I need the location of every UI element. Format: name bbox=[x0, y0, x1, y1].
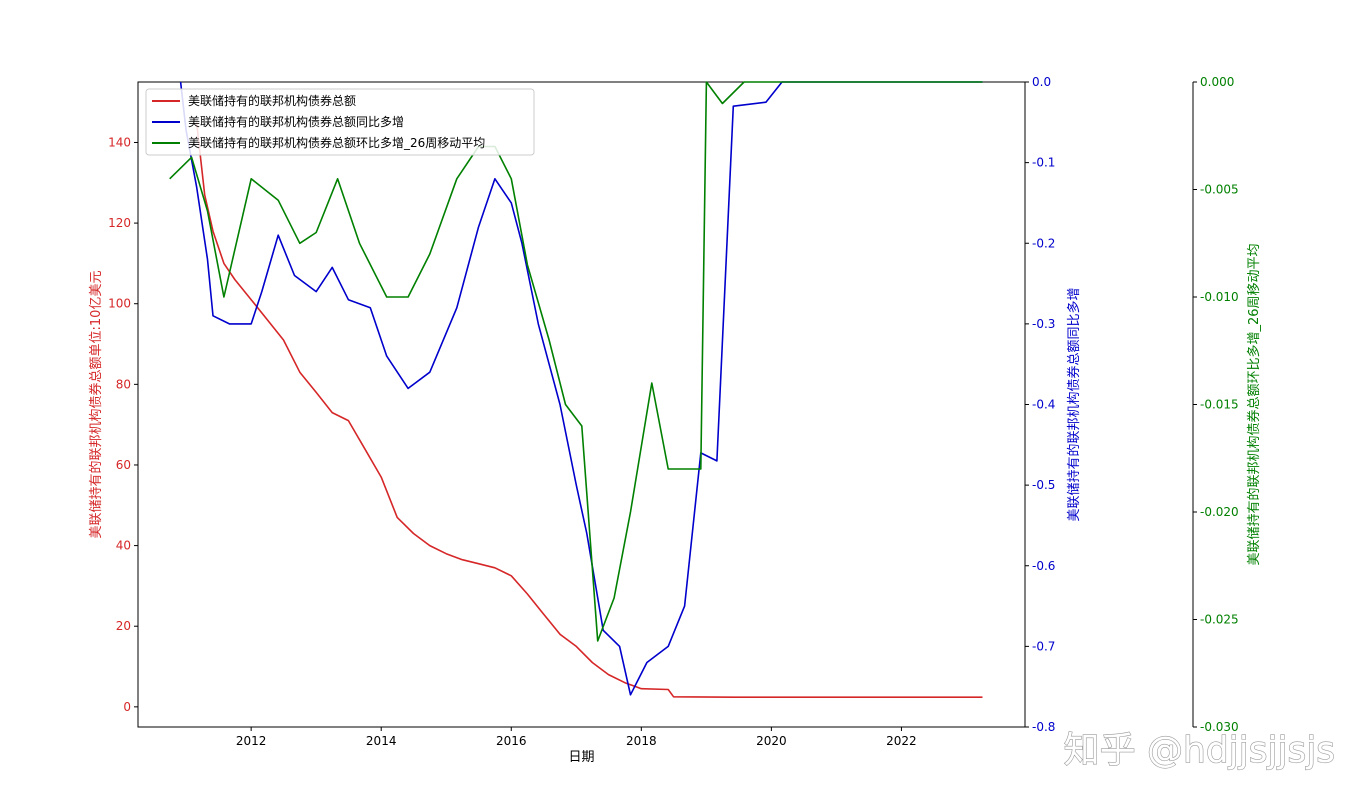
y-tick-label-right1: -0.7 bbox=[1032, 639, 1055, 653]
x-tick-label: 2014 bbox=[366, 734, 397, 748]
y-tick-label-right1: -0.6 bbox=[1032, 559, 1055, 573]
x-axis-label: 日期 bbox=[568, 750, 594, 765]
y-tick-label-left: 40 bbox=[116, 539, 131, 553]
series-line-3 bbox=[169, 81, 983, 642]
legend-label-1: 美联储持有的联邦机构债券总额 bbox=[188, 93, 356, 108]
x-tick-label: 2018 bbox=[626, 734, 657, 748]
y-axis-label-right2: 美联储持有的联邦机构债券总额环比多增_26周移动平均 bbox=[1246, 243, 1262, 565]
x-tick-label: 2016 bbox=[496, 734, 527, 748]
plot-frame bbox=[137, 81, 1026, 728]
x-tick-label: 2020 bbox=[756, 734, 787, 748]
y-tick-label-left: 20 bbox=[116, 619, 131, 633]
legend-label-2: 美联储持有的联邦机构债券总额同比多增 bbox=[188, 114, 404, 129]
y-tick-label-right2: -0.005 bbox=[1200, 183, 1239, 197]
series-line-2 bbox=[179, 81, 983, 696]
watermark: 知乎 @hdjjsjjsjs bbox=[1064, 730, 1335, 771]
y-tick-label-right1: -0.8 bbox=[1032, 720, 1055, 734]
y-tick-label-left: 60 bbox=[116, 458, 131, 472]
y-axis-label-left: 美联储持有的联邦机构债券总额单位:10亿美元 bbox=[88, 271, 104, 539]
y-tick-label-left: 80 bbox=[116, 377, 131, 391]
legend-label-3: 美联储持有的联邦机构债券总额环比多增_26周移动平均 bbox=[188, 135, 485, 150]
y-tick-label-right2: -0.025 bbox=[1200, 613, 1239, 627]
x-tick-label: 2012 bbox=[236, 734, 267, 748]
y-tick-label-right1: -0.2 bbox=[1032, 236, 1055, 250]
legend-box bbox=[145, 88, 535, 156]
y-tick-label-right2: -0.010 bbox=[1200, 290, 1239, 304]
y-tick-label-left: 0 bbox=[123, 700, 131, 714]
y-tick-label-left: 100 bbox=[108, 297, 131, 311]
y-tick-label-right2: -0.020 bbox=[1200, 505, 1239, 519]
y-tick-label-right1: -0.1 bbox=[1032, 156, 1055, 170]
y-tick-label-right1: -0.3 bbox=[1032, 317, 1055, 331]
y-tick-label-right2: 0.000 bbox=[1200, 75, 1234, 89]
y-tick-label-right1: 0.0 bbox=[1032, 75, 1051, 89]
y-tick-label-right2: -0.015 bbox=[1200, 398, 1239, 412]
y-tick-label-left: 140 bbox=[108, 135, 131, 149]
x-tick-label: 2022 bbox=[886, 734, 917, 748]
y-axis-label-right1: 美联储持有的联邦机构债券总额同比多增 bbox=[1066, 287, 1082, 521]
y-tick-label-left: 120 bbox=[108, 216, 131, 230]
y-tick-label-right1: -0.4 bbox=[1032, 398, 1055, 412]
series-line-1 bbox=[195, 122, 983, 698]
y-tick-label-right2: -0.030 bbox=[1200, 720, 1239, 734]
y-tick-label-right1: -0.5 bbox=[1032, 478, 1055, 492]
